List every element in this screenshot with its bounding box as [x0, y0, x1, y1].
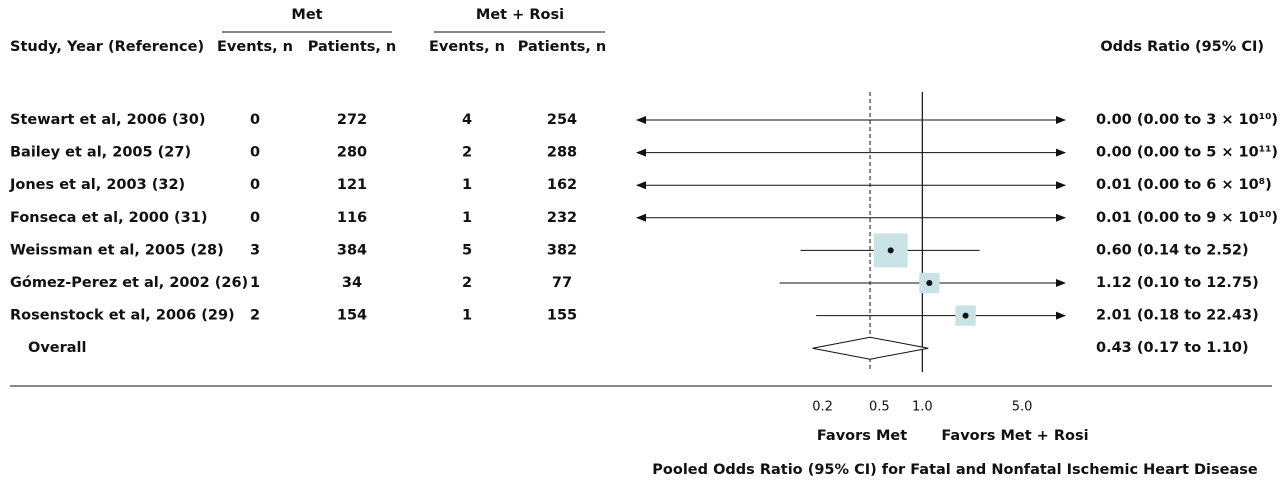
table-cell: 1: [250, 275, 260, 291]
value-label: 0.01 (0.00 to 6 × 10⁸): [1096, 177, 1272, 193]
table-cell: 2: [250, 308, 260, 324]
value-label: 0.00 (0.00 to 3 × 10¹⁰): [1096, 112, 1278, 128]
study-name: Bailey et al, 2005 (27): [10, 145, 191, 161]
x-tick-label: 1.0: [912, 400, 933, 415]
table-cell: 0: [250, 112, 260, 128]
value-label: 0.00 (0.00 to 5 × 10¹¹): [1096, 145, 1278, 161]
table-cell: 0: [250, 177, 260, 193]
group-header: Met + Rosi: [476, 7, 564, 23]
point-estimate: [962, 312, 969, 319]
study-name: Stewart et al, 2006 (30): [10, 112, 205, 128]
table-cell: 2: [462, 145, 472, 161]
favors-label: Favors Met + Rosi: [941, 428, 1088, 444]
column-header: Events, n: [429, 39, 505, 55]
overall-name: Overall: [28, 340, 87, 356]
table-cell: 1: [462, 177, 472, 193]
table-cell: 77: [552, 275, 572, 291]
table-cell: 1: [462, 210, 472, 226]
table-cell: 5: [462, 242, 472, 258]
x-tick-label: 5.0: [1012, 400, 1033, 415]
study-name: Jones et al, 2003 (32): [9, 177, 185, 193]
column-header: Patients, n: [518, 39, 607, 55]
column-header: Odds Ratio (95% CI): [1100, 39, 1264, 55]
value-label: 2.01 (0.18 to 22.43): [1096, 308, 1259, 324]
x-tick-label: 0.5: [869, 400, 890, 415]
table-cell: 2: [462, 275, 472, 291]
table-cell: 162: [547, 177, 577, 193]
group-header: Met: [291, 7, 322, 23]
table-cell: 280: [337, 145, 367, 161]
table-cell: 34: [342, 275, 362, 291]
study-name: Fonseca et al, 2000 (31): [10, 210, 207, 226]
table-cell: 3: [250, 242, 260, 258]
table-cell: 4: [462, 112, 472, 128]
study-name: Gómez-Perez et al, 2002 (26): [10, 275, 248, 291]
table-cell: 288: [547, 145, 577, 161]
table-cell: 116: [337, 210, 367, 226]
pooled-diamond: [812, 336, 929, 360]
point-estimate: [926, 280, 933, 286]
value-label: 1.12 (0.10 to 12.75): [1096, 275, 1259, 291]
value-label: 0.01 (0.00 to 9 × 10¹⁰): [1096, 210, 1278, 226]
table-cell: 155: [547, 308, 577, 324]
table-cell: 154: [337, 308, 367, 324]
table-cell: 121: [337, 177, 367, 193]
table-cell: 0: [250, 145, 260, 161]
study-name: Rosenstock et al, 2006 (29): [10, 308, 235, 324]
value-label: 0.43 (0.17 to 1.10): [1096, 340, 1249, 356]
study-name: Weissman et al, 2005 (28): [10, 242, 224, 258]
column-header: Study, Year (Reference): [10, 39, 204, 55]
table-cell: 384: [337, 242, 367, 258]
column-header: Events, n: [217, 39, 293, 55]
column-header: Patients, n: [308, 39, 397, 55]
value-label: 0.60 (0.14 to 2.52): [1096, 242, 1249, 258]
table-cell: 0: [250, 210, 260, 226]
x-tick-label: 0.2: [812, 400, 833, 415]
table-cell: 272: [337, 112, 367, 128]
chart-title: Pooled Odds Ratio (95% CI) for Fatal and…: [652, 462, 1258, 478]
table-cell: 382: [547, 242, 577, 258]
table-cell: 254: [547, 112, 577, 128]
table-cell: 1: [462, 308, 472, 324]
favors-label: Favors Met: [817, 428, 907, 444]
point-estimate: [887, 247, 894, 254]
table-cell: 232: [547, 210, 577, 226]
